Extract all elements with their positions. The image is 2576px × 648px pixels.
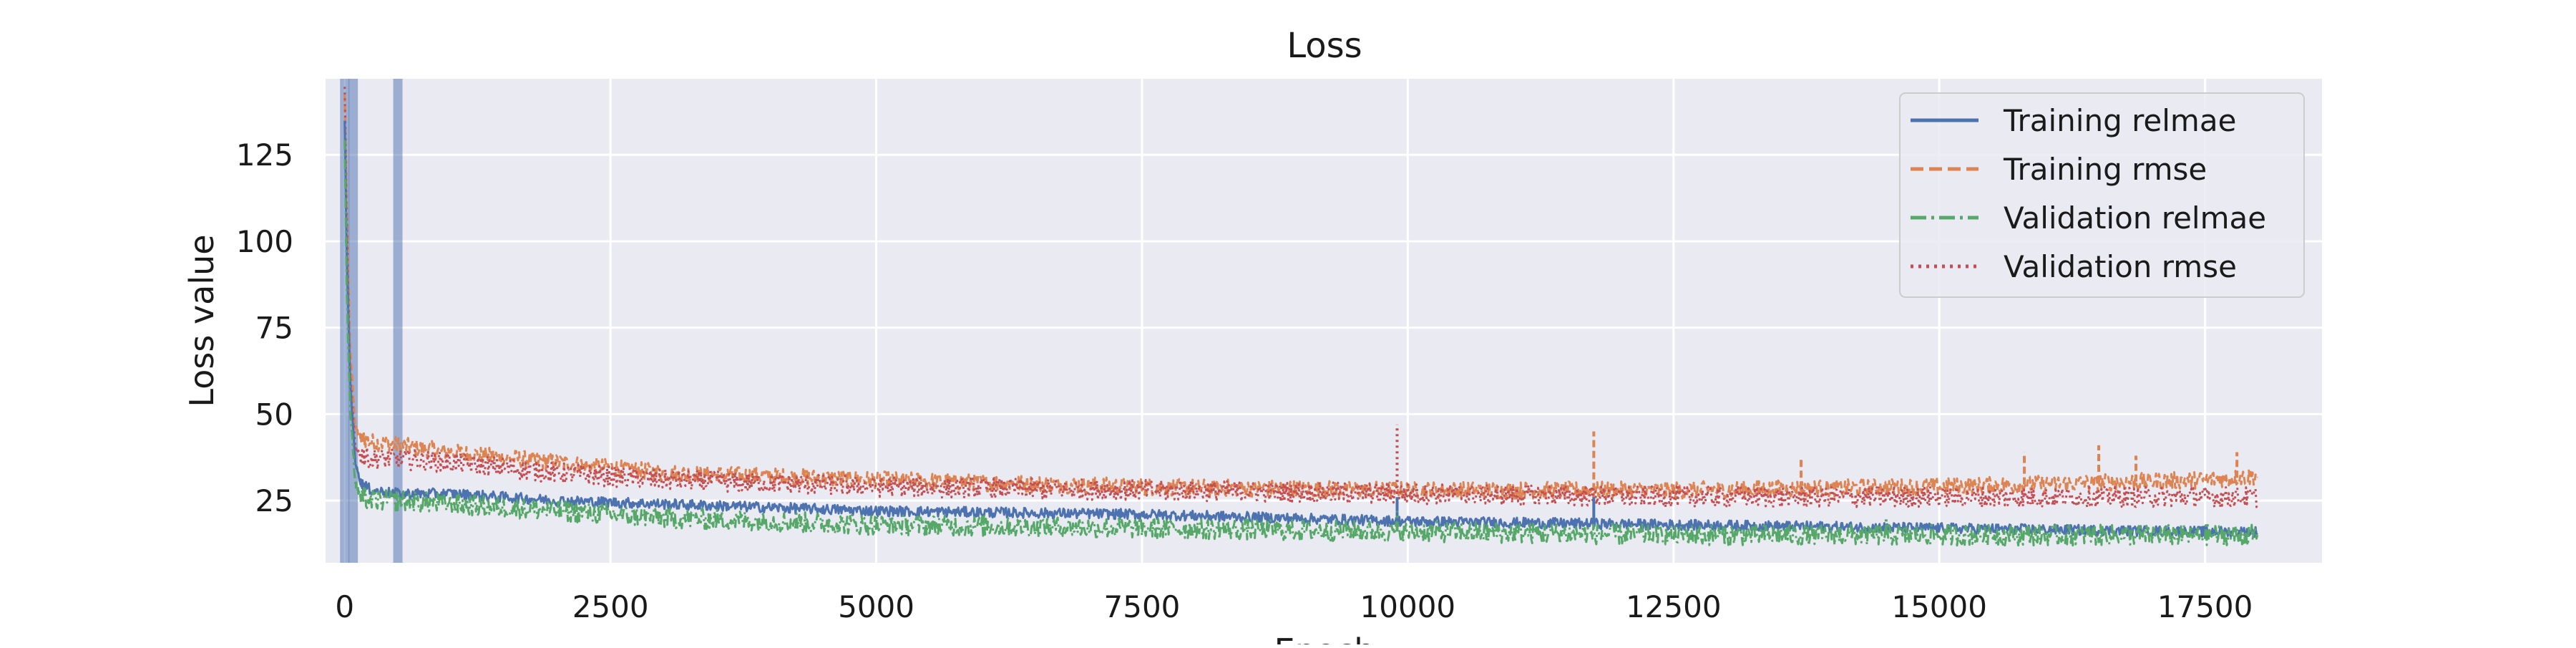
x-axis-label: Epoch xyxy=(1274,632,1375,644)
y-tick-labels: 25 50 75 100 125 xyxy=(236,137,293,518)
x-tick-label: 2500 xyxy=(572,589,649,624)
legend-label-validation-rmse: Validation rmse xyxy=(2004,249,2237,284)
x-tick-label: 15000 xyxy=(1891,589,1987,624)
legend-label-training-rmse: Training rmse xyxy=(2003,152,2207,187)
legend: Training relmae Training rmse Validation… xyxy=(1899,92,2305,298)
series-line-validation-relmae xyxy=(343,140,2259,547)
x-tick-label: 5000 xyxy=(838,589,914,624)
y-tick-label: 50 xyxy=(255,397,293,432)
series-lines xyxy=(343,87,2259,547)
legend-box xyxy=(1899,92,2305,298)
chart-title: Loss xyxy=(1287,26,1362,66)
x-tick-labels: 0 2500 5000 7500 10000 12500 15000 17500 xyxy=(335,589,2253,624)
x-tick-label: 7500 xyxy=(1104,589,1181,624)
legend-label-training-relmae: Training relmae xyxy=(2003,103,2236,138)
x-tick-label: 10000 xyxy=(1360,589,1456,624)
y-tick-label: 25 xyxy=(255,483,293,518)
x-tick-label: 0 xyxy=(335,589,354,624)
y-tick-label: 125 xyxy=(236,137,293,173)
legend-label-validation-relmae: Validation relmae xyxy=(2004,200,2266,236)
y-tick-label: 75 xyxy=(255,311,293,346)
series-line-validation-rmse xyxy=(343,87,2259,509)
y-tick-label: 100 xyxy=(236,224,293,259)
y-axis-label: Loss value xyxy=(182,234,221,407)
x-tick-label: 12500 xyxy=(1626,589,1722,624)
series-line-training-relmae xyxy=(343,120,2258,538)
x-tick-label: 17500 xyxy=(2157,589,2253,624)
